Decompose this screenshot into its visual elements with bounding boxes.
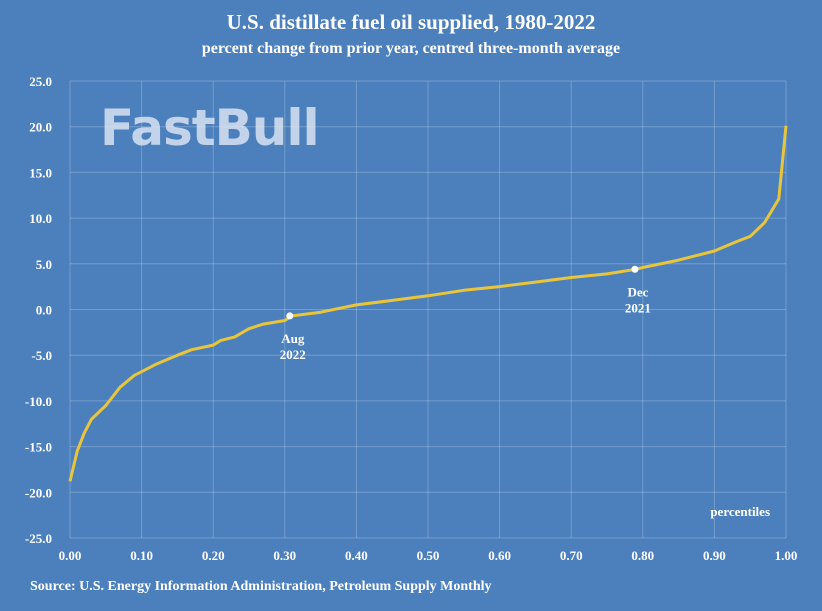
x-tick-label: 0.20 [202,548,225,563]
x-tick-label: 1.00 [775,548,798,563]
annotation-marker [631,265,639,273]
annotation-marker [286,312,294,320]
x-tick-label: 0.00 [59,548,82,563]
source-note: Source: U.S. Energy Information Administ… [30,579,492,594]
y-tick-label: 0.0 [36,303,52,318]
x-axis-label: percentiles [710,504,770,519]
x-tick-label: 0.70 [560,548,583,563]
x-tick-label: 0.80 [631,548,654,563]
chart-title: U.S. distillate fuel oil supplied, 1980-… [226,10,596,34]
y-tick-label: -25.0 [25,531,52,546]
annotation-label: 2022 [280,347,306,362]
x-tick-label: 0.30 [273,548,296,563]
y-tick-label: -5.0 [31,348,52,363]
chart-subtitle: percent change from prior year, centred … [201,40,621,57]
series-line [68,125,788,482]
y-tick-label: 25.0 [29,74,52,89]
annotation-label: Dec [627,284,648,299]
y-tick-label: 10.0 [29,211,52,226]
y-tick-label: 20.0 [29,120,52,135]
x-tick-label: 0.60 [488,548,511,563]
x-tick-label: 0.40 [345,548,368,563]
y-tick-label: 5.0 [36,257,52,272]
annotation-label: Aug [281,331,305,346]
y-tick-label: -15.0 [25,440,52,455]
y-tick-label: -20.0 [25,485,52,500]
x-tick-label: 0.50 [417,548,440,563]
y-tick-label: 15.0 [29,165,52,180]
x-tick-label: 0.90 [703,548,726,563]
x-tick-label: 0.10 [130,548,153,563]
watermark-logo: FastBull [100,99,320,157]
annotation-label: 2021 [625,300,651,315]
y-tick-label: -10.0 [25,394,52,409]
